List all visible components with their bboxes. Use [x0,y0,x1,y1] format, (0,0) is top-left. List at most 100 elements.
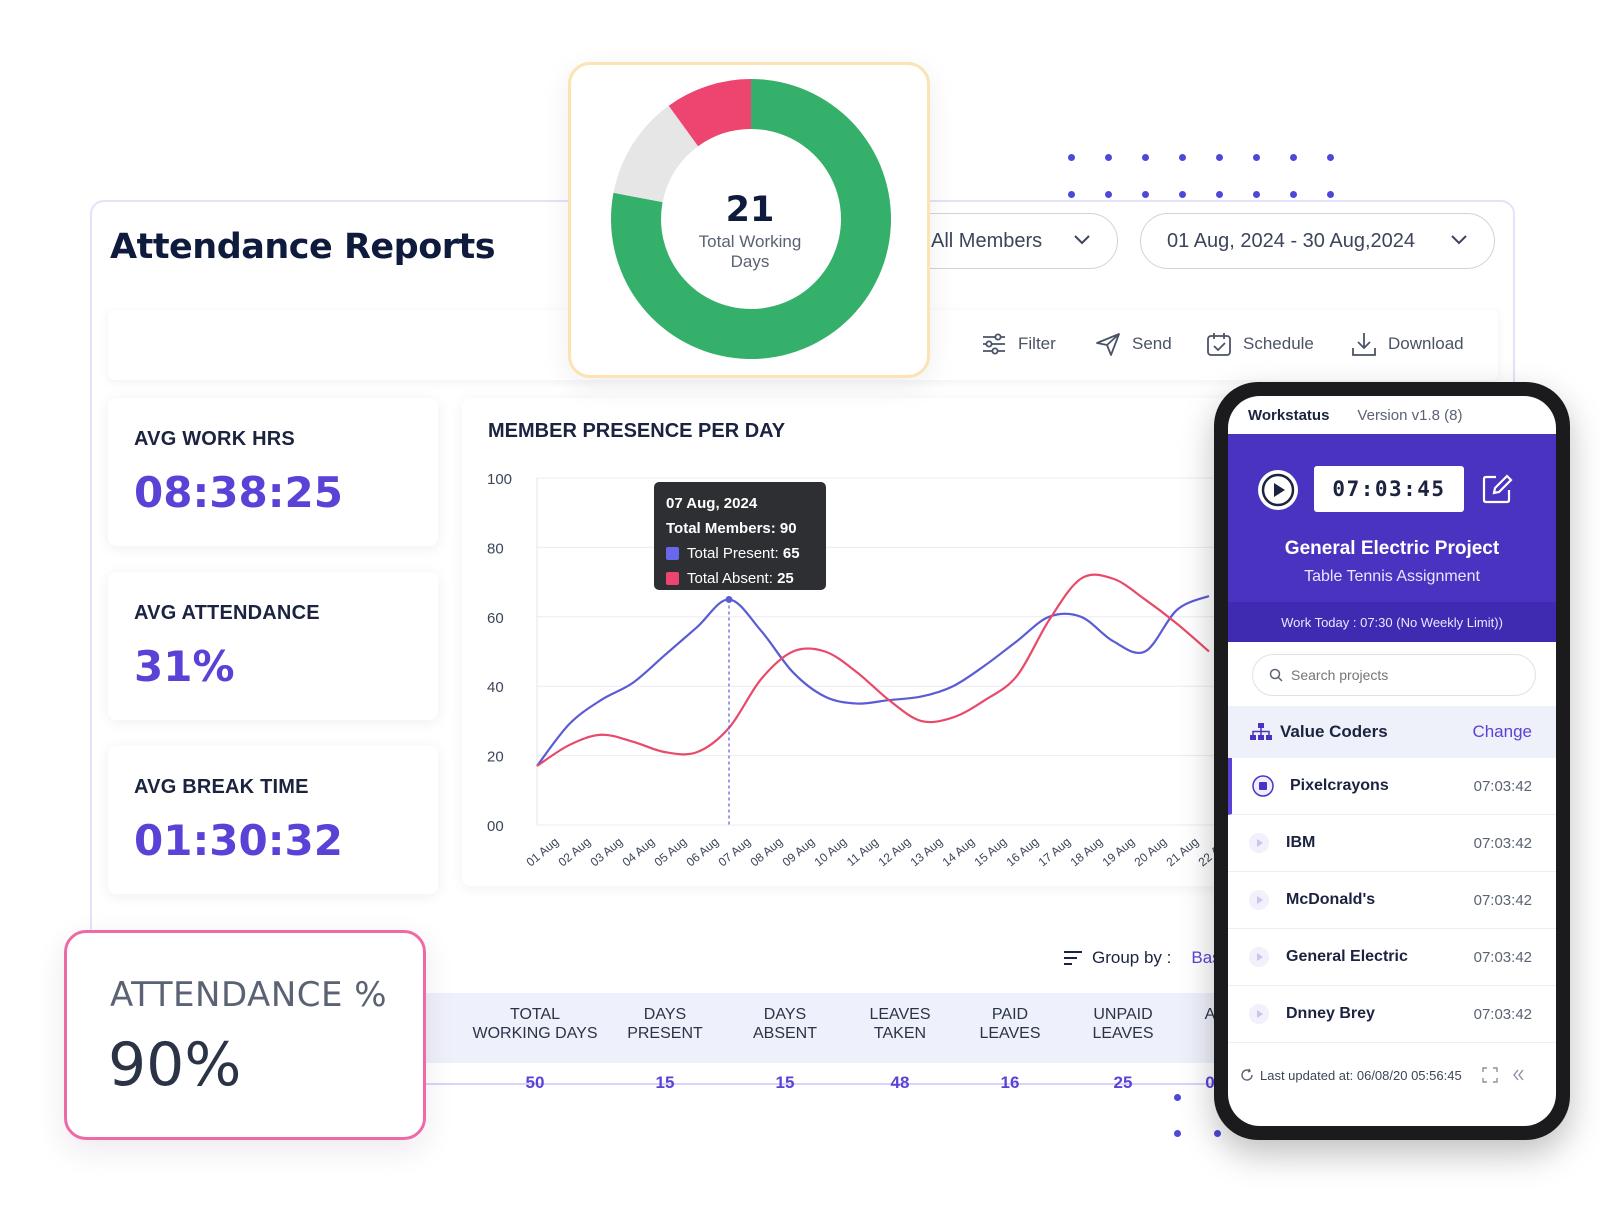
download-button[interactable]: Download [1350,330,1464,358]
x-tick-label: 04 Aug [620,835,658,870]
x-tick-label: 10 Aug [812,835,850,870]
tooltip-present-value: 65 [782,545,800,562]
edit-icon[interactable] [1480,472,1514,506]
th-line2: PRESENT [627,1025,703,1042]
x-tick-label: 01 Aug [524,835,562,870]
dot [1142,191,1149,198]
dot [1216,154,1223,161]
tooltip-members-value: 90 [779,520,797,537]
search-projects-field[interactable] [1252,654,1536,696]
dot [1327,154,1334,161]
tooltip-present: Total Present: 65 [666,541,814,566]
stat-value: 01:30:32 [134,816,343,865]
td-paid-leaves: 16 [1000,1073,1020,1092]
x-tick-label: 13 Aug [908,835,946,870]
current-project: General Electric Project [1284,538,1500,559]
x-tick-label: 09 Aug [780,835,818,870]
td-days-absent: 15 [775,1073,795,1092]
play-icon[interactable] [1248,832,1270,854]
stop-icon[interactable] [1252,775,1274,797]
y-tick-label: 80 [487,540,504,557]
th-line2: TAKEN [873,1025,927,1042]
th-days-present: DAYS PRESENT [610,1005,720,1043]
th-line1: PAID [991,1006,1029,1023]
table-header-row [420,993,1220,1063]
play-icon[interactable] [1256,468,1300,512]
y-tick-label: 60 [487,610,504,627]
dot [1068,154,1075,161]
x-tick-label: 18 Aug [1068,835,1106,870]
current-task: Table Tennis Assignment [1304,568,1480,585]
expand-icon[interactable] [1481,1067,1498,1083]
absent-swatch [666,572,679,585]
th-leaves-taken: LEAVES TAKEN [845,1005,955,1043]
member-filter-dropdown[interactable]: All Members [900,213,1118,269]
dot [1253,154,1260,161]
chevron-down-icon [1451,235,1467,245]
project-row[interactable]: General Electric 07:03:42 [1228,929,1556,986]
project-row[interactable]: Dnney Brey 07:03:42 [1228,986,1556,1043]
dot [1179,191,1186,198]
x-tick-label: 19 Aug [1100,835,1138,870]
th-line1: A [1204,1006,1216,1023]
send-button[interactable]: Send [1094,330,1172,358]
td-unpaid-leaves: 25 [1113,1073,1133,1092]
refresh-icon[interactable] [1240,1068,1254,1082]
sort-lines-icon [1064,951,1082,965]
tooltip-absent-value: 25 [777,570,794,587]
td-leaves-taken: 48 [890,1073,910,1092]
member-filter-value: All Members [931,229,1043,252]
x-tick-label: 14 Aug [940,835,978,870]
x-tick-label: 08 Aug [748,835,786,870]
series-line-absent [536,573,1210,767]
stat-label: AVG WORK HRS [134,428,295,450]
y-tick-label: 100 [487,471,512,488]
th-line1: DAYS [643,1006,687,1023]
hover-point[interactable] [725,595,733,603]
date-range-dropdown[interactable]: 01 Aug, 2024 - 30 Aug,2024 [1140,213,1495,269]
search-projects-input[interactable] [1291,667,1511,683]
project-row[interactable]: McDonald's 07:03:42 [1228,872,1556,929]
td-total-working-days: 50 [525,1073,545,1092]
donut-segment [613,105,699,203]
project-row[interactable]: IBM 07:03:42 [1228,815,1556,872]
tooltip-date: 07 Aug, 2024 [666,495,758,512]
x-tick-label: 02 Aug [556,835,594,870]
attendance-percent-value: 90% [108,1030,242,1100]
play-icon[interactable] [1248,1003,1270,1025]
x-tick-label: 06 Aug [684,835,722,870]
stat-card-avg-work-hrs: AVG WORK HRS 08:38:25 [108,398,438,546]
dot [1068,191,1075,198]
donut-value: 21 [725,190,775,230]
change-organization-link[interactable]: Change [1472,722,1532,741]
th-line1: DAYS [763,1006,807,1023]
group-by-value: Bas [1191,948,1221,967]
collapse-chevrons-icon[interactable] [1510,1067,1526,1083]
donut-segment [611,79,891,359]
app-name: Workstatus [1248,406,1330,424]
timer-panel: 07:03:45 General Electric Project Table … [1228,434,1556,642]
donut-label: Total Working Days [698,232,802,271]
dot [1290,191,1297,198]
dot [1142,154,1149,161]
schedule-button[interactable]: Schedule [1205,330,1314,358]
y-tick-label: 40 [487,679,504,696]
x-tick-label: 16 Aug [1004,835,1042,870]
tooltip-members-label: Total Members: [666,520,776,537]
dot [1253,191,1260,198]
tooltip-absent: Total Absent: 25 [666,566,814,591]
th-line1: UNPAID [1093,1006,1153,1023]
send-paper-plane-icon [1096,333,1120,356]
org-hierarchy-icon [1250,723,1272,740]
filter-button[interactable]: Filter [980,330,1056,358]
last-updated-footer: Last updated at: 06/08/20 05:56:45 [1228,1056,1556,1094]
app-version: Version v1.8 (8) [1357,406,1463,424]
play-icon[interactable] [1248,946,1270,968]
x-tick-label: 15 Aug [972,835,1010,870]
project-row[interactable]: Pixelcrayons 07:03:42 [1228,758,1556,815]
stat-label: AVG BREAK TIME [134,776,309,798]
play-icon[interactable] [1248,889,1270,911]
search-icon [1269,668,1283,682]
stat-card-avg-attendance: AVG ATTENDANCE 31% [108,572,438,720]
group-by-control[interactable]: Group by : Bas [1062,948,1221,968]
